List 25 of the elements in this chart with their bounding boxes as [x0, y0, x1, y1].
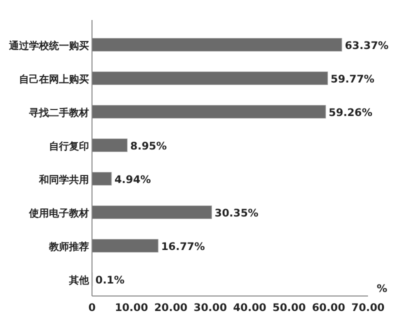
data-label: 59.26%	[328, 106, 373, 119]
y-tick-label: 和同学共用	[38, 174, 89, 186]
data-label: 16.77%	[161, 240, 206, 253]
x-axis-title: %	[376, 283, 388, 295]
data-label: 30.35%	[214, 207, 259, 220]
data-label: 59.77%	[330, 73, 375, 86]
x-tick-label: 40.00	[233, 302, 266, 314]
data-label: 4.94%	[114, 174, 152, 186]
y-tick-label: 使用电子教材	[28, 207, 89, 220]
x-tick-label: 0	[88, 302, 96, 314]
y-tick-label: 通过学校统一购买	[8, 40, 89, 52]
data-label: 63.37%	[344, 40, 390, 52]
data-label: 0.1%	[95, 274, 125, 286]
x-tick-label: 60.00	[312, 302, 346, 314]
x-tick-label: 70.00	[351, 302, 385, 314]
x-tick-label: 50.00	[272, 302, 306, 314]
x-tick-label: 30.00	[194, 302, 227, 314]
x-tick-label: 10.00	[114, 302, 148, 314]
y-tick-label: 自己在网上购买	[19, 73, 89, 86]
y-tick-label: 教师推荐	[48, 240, 89, 253]
y-tick-label: 寻找二手教材	[28, 106, 89, 119]
x-tick-label: 20.00	[154, 302, 188, 314]
y-tick-label: 其他	[68, 274, 90, 286]
data-label: 8.95%	[130, 140, 168, 152]
y-tick-label: 自行复印	[49, 140, 89, 152]
